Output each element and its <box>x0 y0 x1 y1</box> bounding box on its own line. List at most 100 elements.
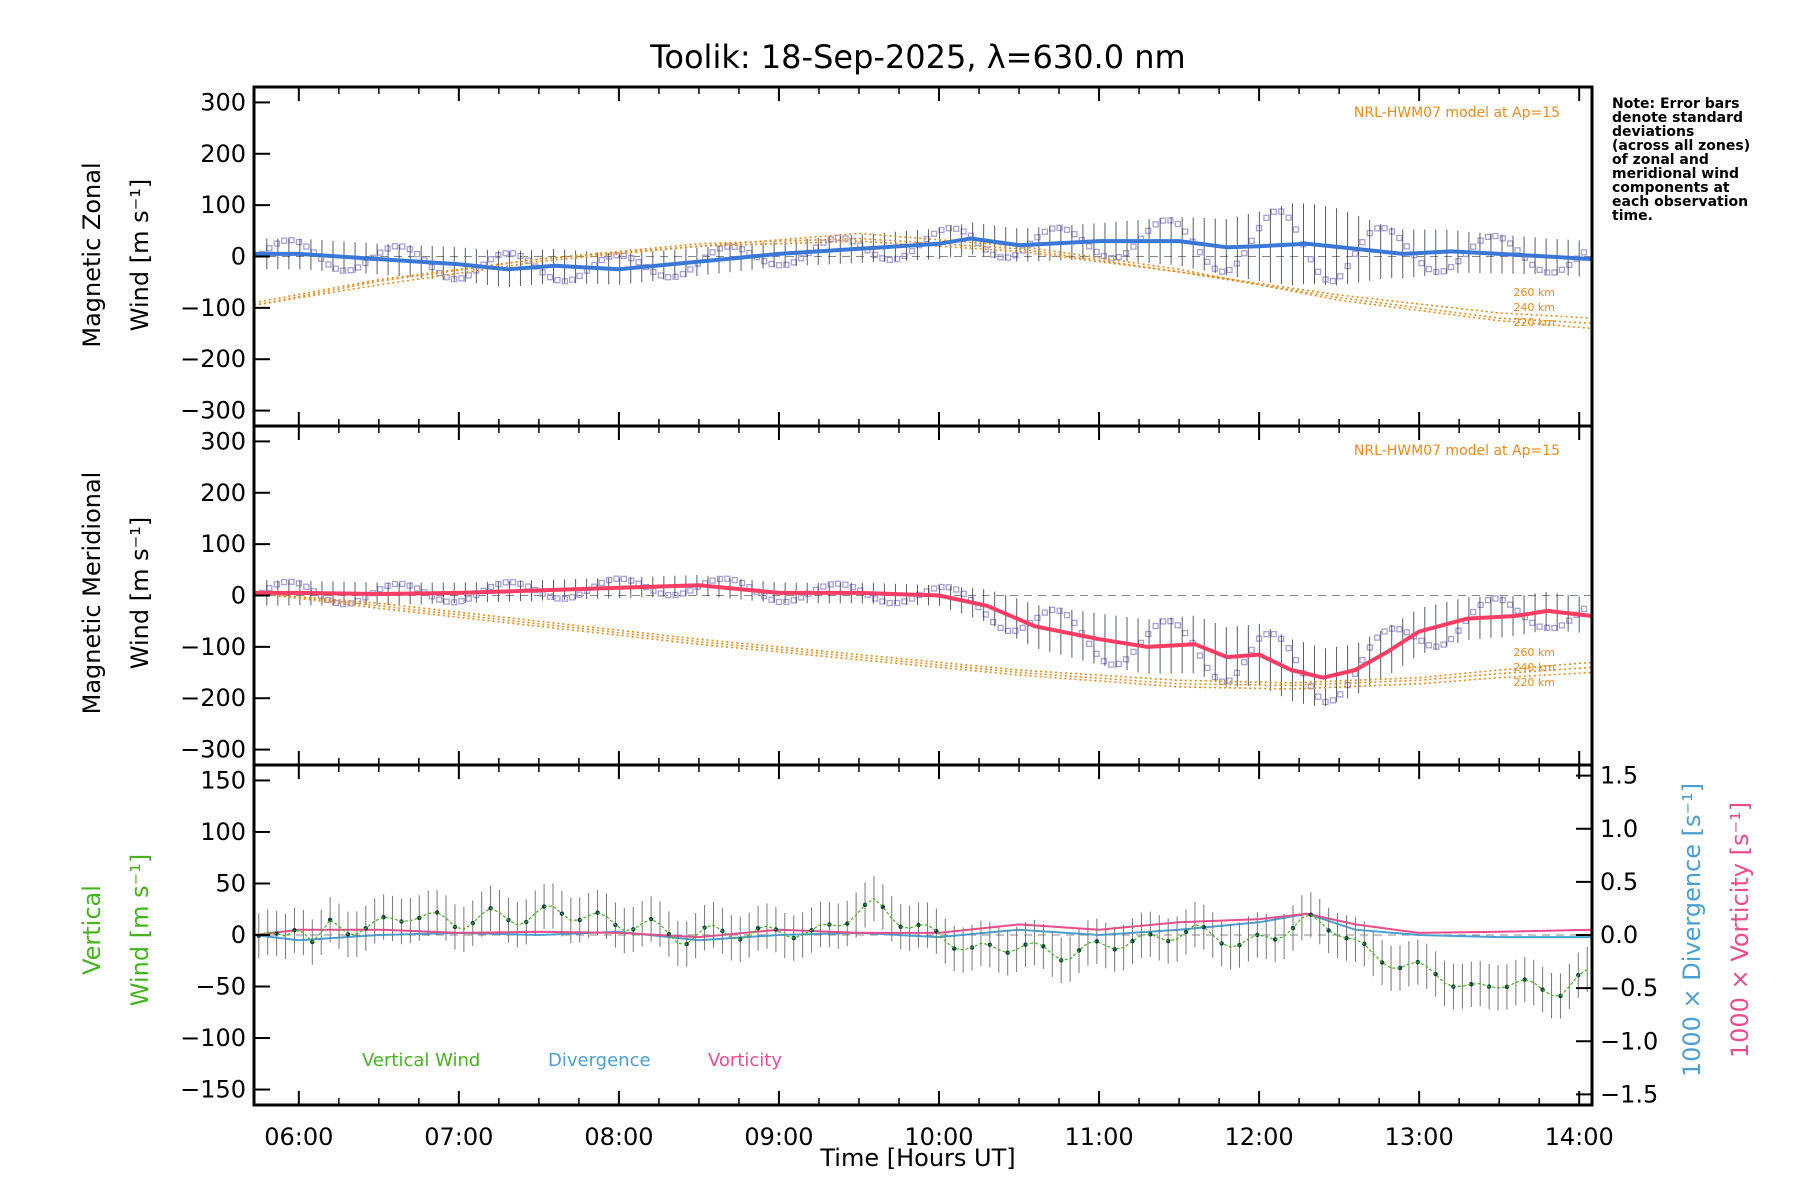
meridional-zone-point <box>546 593 554 600</box>
error-bar-note: Note: Error bars denote standard deviati… <box>1612 96 1750 224</box>
meridional-zone-point <box>894 599 901 607</box>
zonal-zone-point <box>635 259 642 266</box>
zonal-hwm-curve <box>253 232 1593 330</box>
legend-vertical-wind: Vertical Wind <box>362 1050 480 1071</box>
meridional-zone-point <box>391 580 399 588</box>
zonal-zone-point <box>783 261 790 268</box>
zonal-zone-point <box>1396 234 1403 242</box>
meridional-zone-point <box>1049 606 1056 614</box>
meridional-zone-point <box>1063 612 1071 619</box>
zonal-zone-point <box>1492 232 1499 240</box>
meridional-zone-point <box>1108 661 1115 668</box>
zonal-y-tick-label: 200 <box>200 140 246 168</box>
zonal-zone-point <box>1218 268 1226 275</box>
zonal-zone-point <box>1529 261 1536 268</box>
meridional-zone-point <box>1130 648 1137 655</box>
zonal-zone-point <box>1470 243 1477 250</box>
meridional-zone-point <box>509 579 517 586</box>
zonal-zone-point <box>1455 258 1462 265</box>
meridional-zone-point <box>1470 608 1477 616</box>
meridional-hwm-curve <box>253 592 1593 690</box>
zonal-zone-point <box>487 256 495 263</box>
zonal-y-tick-label: 300 <box>200 88 246 116</box>
meridional-zone-point <box>1071 619 1078 627</box>
vertical-wind-point <box>1504 984 1510 990</box>
meridional-zone-point <box>731 576 738 584</box>
zonal-zone-point <box>1374 225 1381 232</box>
vertical-wind-point <box>1344 935 1349 941</box>
x-tick-label: 09:00 <box>744 1123 813 1151</box>
zonal-zone-point <box>340 267 347 274</box>
meridional-zone-point <box>1204 664 1211 672</box>
zonal-zone-point <box>273 240 280 247</box>
vertical-wind-point <box>1112 947 1117 952</box>
zonal-zone-point <box>1551 269 1558 276</box>
divergence-y-tick-label: 0.0 <box>1600 921 1638 949</box>
meridional-zone-point <box>1337 691 1344 698</box>
zonal-zone-point <box>1108 255 1115 262</box>
zonal-zone-point <box>1056 224 1063 231</box>
vertical-wind-point <box>417 915 422 921</box>
zonal-zone-point <box>1167 217 1174 224</box>
zonal-zone-point <box>1314 268 1322 276</box>
meridional-zone-point <box>576 591 583 598</box>
meridional-zone-point <box>1285 645 1292 652</box>
meridional-zone-point <box>886 599 893 607</box>
meridional-zone-point <box>820 583 827 590</box>
zonal-zone-point <box>775 262 783 269</box>
meridional-zone-point <box>1558 622 1565 629</box>
meridional-zone-point <box>790 597 797 604</box>
meridional-zone-point <box>1329 697 1337 704</box>
vertical-wind-point <box>381 914 386 920</box>
zonal-zone-point <box>1049 225 1056 232</box>
zonal-zone-point <box>354 264 362 271</box>
zonal-zone-point <box>384 245 391 252</box>
meridional-zone-point <box>1477 601 1484 609</box>
x-tick-label: 06:00 <box>264 1123 333 1151</box>
zonal-y-tick-label: −200 <box>180 345 246 373</box>
divergence-y-tick-label: −1.0 <box>1600 1027 1658 1055</box>
zonal-zone-point <box>391 243 399 250</box>
vertical-y-tick-label: 150 <box>200 766 246 794</box>
note-line: (across all zones) <box>1612 138 1750 154</box>
zonal-zone-point <box>1152 221 1159 228</box>
zonal-zone-point <box>790 259 797 266</box>
meridional-zone-point <box>871 595 879 602</box>
meridional-zone-point <box>1499 597 1506 604</box>
zonal-alt-label: 220 km <box>1513 316 1555 329</box>
meridional-model-label: NRL-HWM07 model at Ap=15 <box>1354 443 1560 459</box>
meridional-zone-point <box>1115 660 1122 668</box>
meridional-zone-point <box>303 583 310 590</box>
meridional-zone-point <box>288 578 295 585</box>
meridional-zone-point <box>436 596 443 603</box>
meridional-zone-point <box>620 575 628 583</box>
zonal-zone-point <box>650 268 657 275</box>
note-line: time. <box>1612 208 1653 224</box>
vertical-wind-point <box>916 922 921 928</box>
x-tick-label: 08:00 <box>584 1123 653 1151</box>
zonal-alt-label: 260 km <box>1513 286 1555 299</box>
vertical-wind-point <box>1023 942 1028 947</box>
zonal-zone-point <box>1337 273 1344 280</box>
zonal-zone-point <box>1580 249 1588 256</box>
zonal-zone-point <box>738 246 746 253</box>
meridional-zone-point <box>1056 607 1063 614</box>
zonal-zone-point <box>1447 263 1455 271</box>
zonal-zone-point <box>1477 237 1484 244</box>
meridional-zone-point <box>1034 614 1041 621</box>
zonal-zone-point <box>332 265 340 272</box>
zonal-zone-point <box>1145 227 1152 234</box>
zonal-zone-point <box>797 255 805 262</box>
zonal-zone-point <box>1248 237 1255 244</box>
meridional-zone-point <box>650 587 657 594</box>
meridional-zone-point <box>761 592 768 600</box>
vertical-wind-point <box>1469 982 1474 987</box>
meridional-zone-point <box>1093 650 1100 658</box>
meridional-zone-point <box>1425 642 1433 649</box>
zonal-zone-point <box>1329 277 1337 285</box>
zonal-zone-point <box>458 275 465 282</box>
meridional-y-tick-label: −300 <box>180 736 246 764</box>
zonal-zone-point <box>1012 252 1019 259</box>
meridional-ylabel-units: Wind [m s⁻¹] <box>126 517 154 669</box>
zonal-zone-point <box>908 247 916 255</box>
